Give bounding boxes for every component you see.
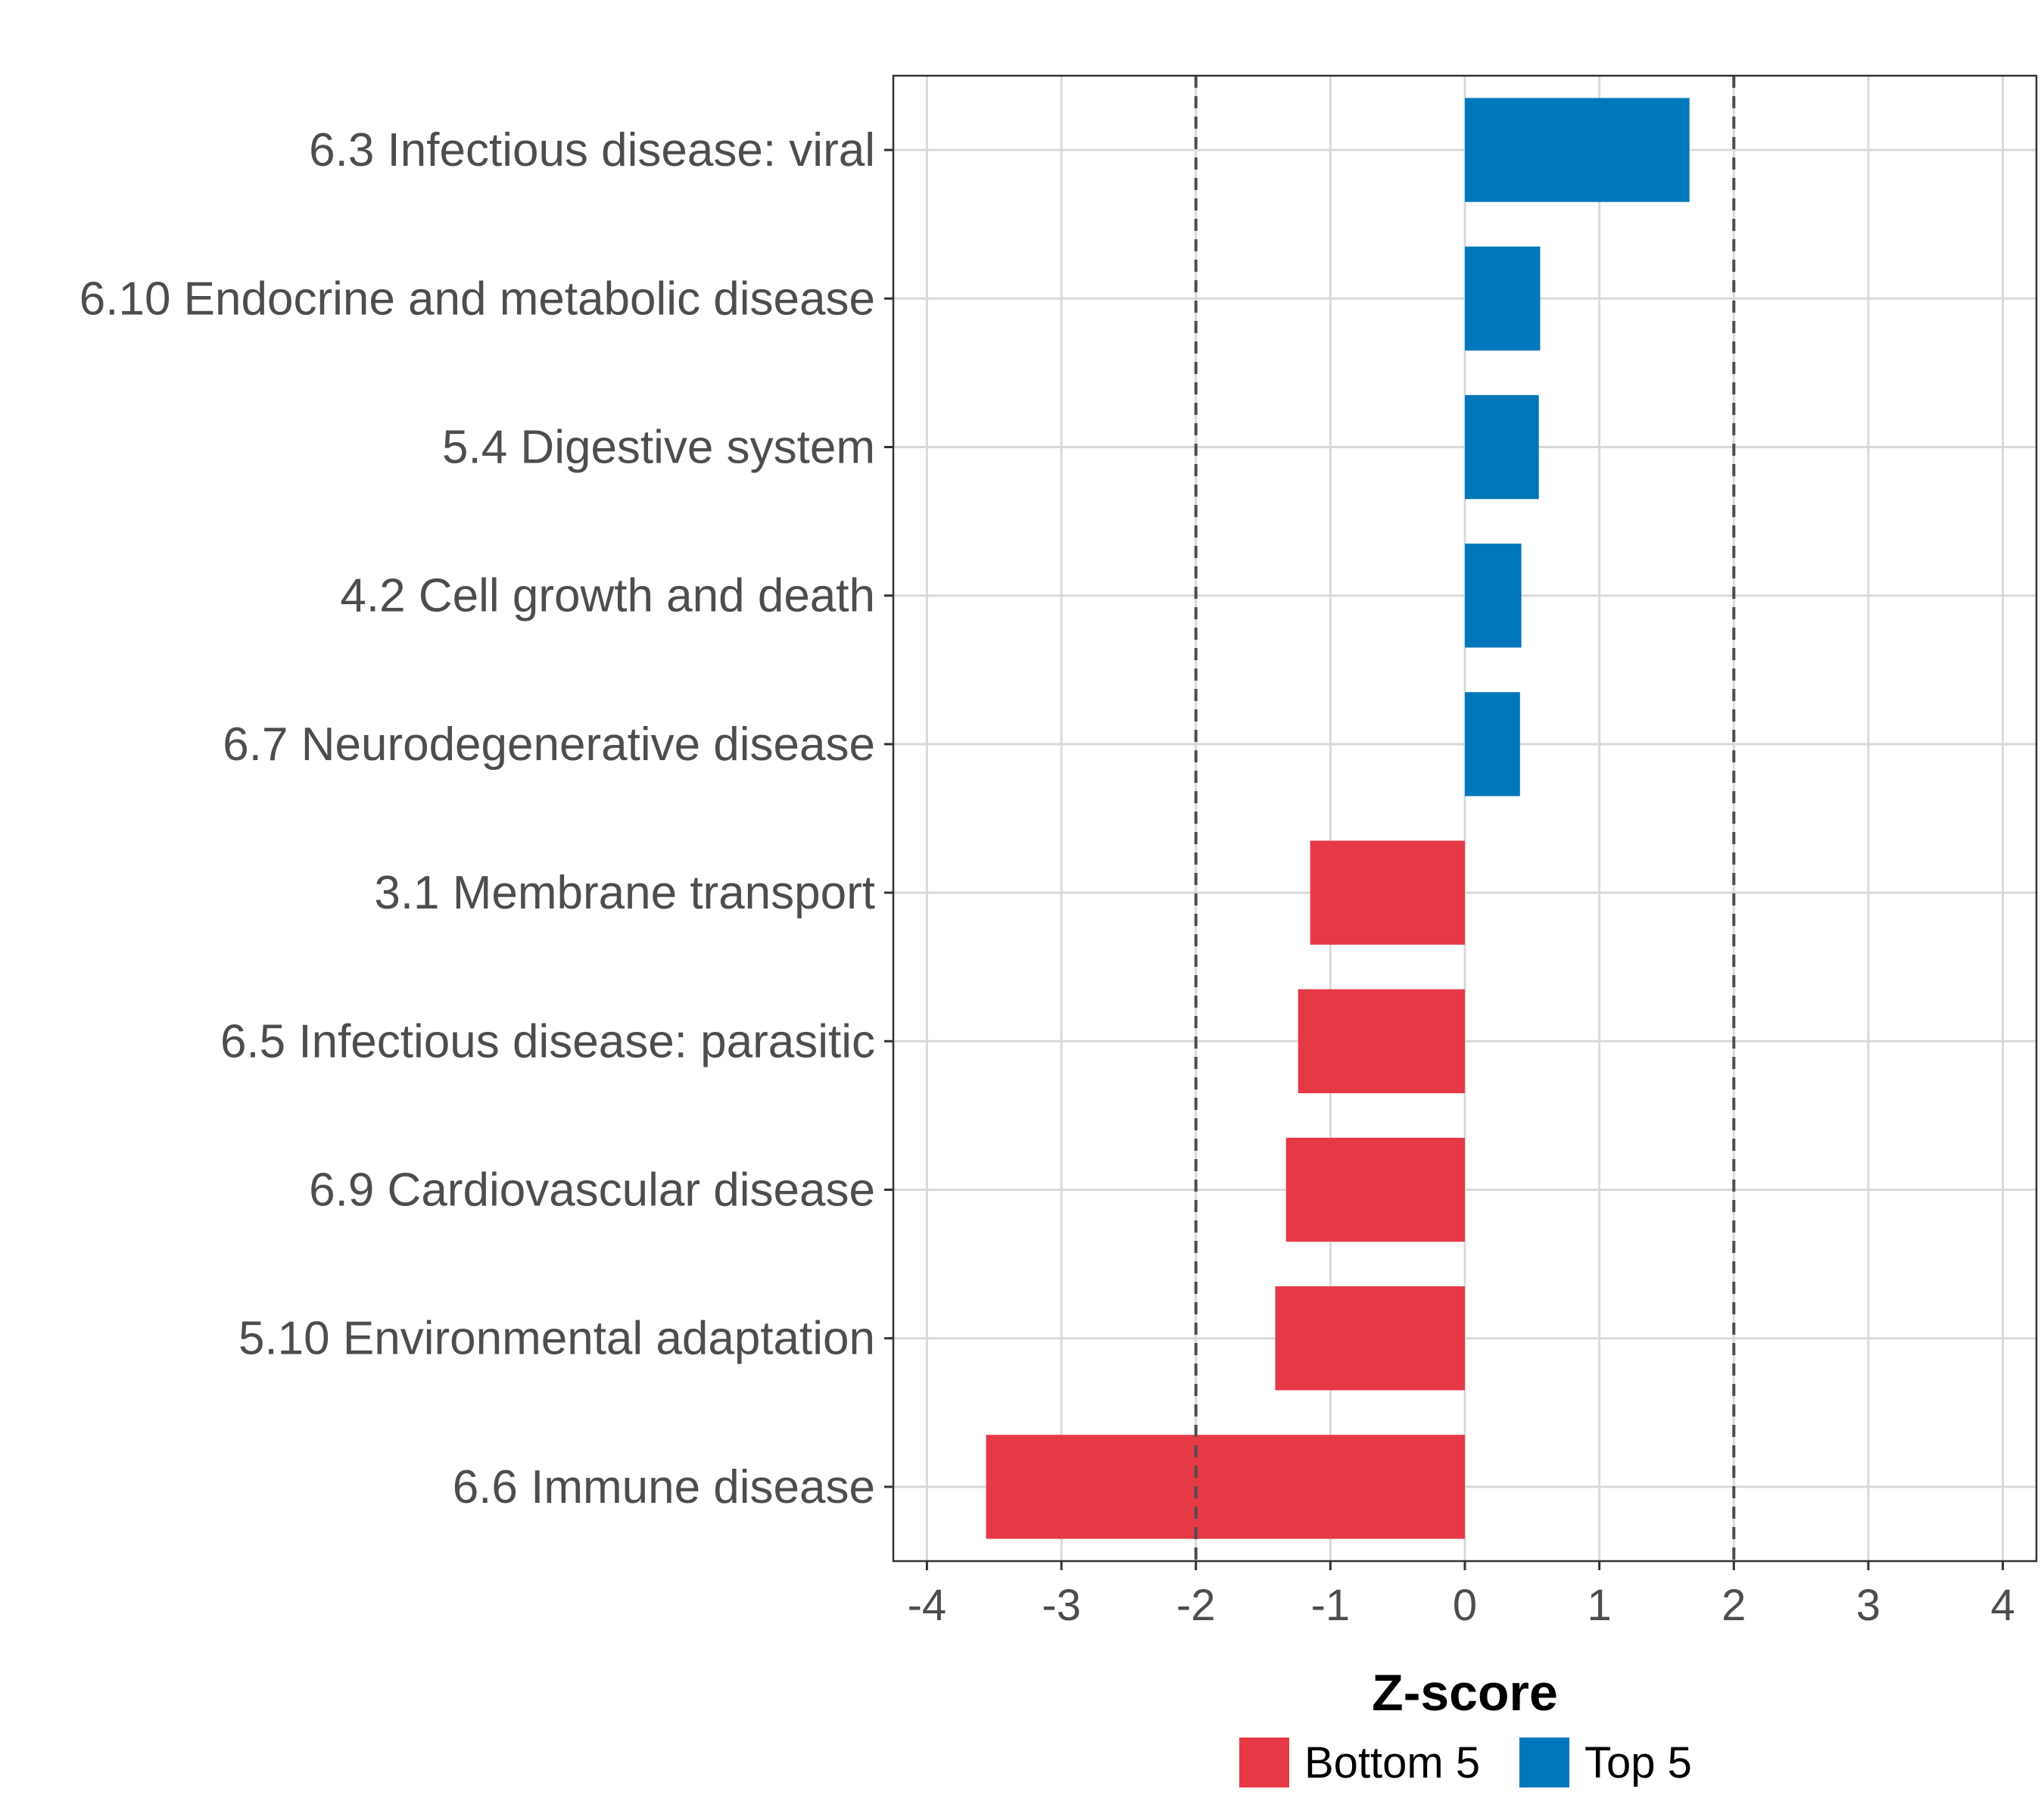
category-label: 6.7 Neurodegenerative disease	[223, 718, 875, 771]
x-tick-label: 2	[1722, 1581, 1746, 1630]
legend: Bottom 5 Top 5	[1239, 1738, 1692, 1787]
bar	[1285, 1137, 1465, 1242]
category-label: 6.6 Immune disease	[453, 1461, 875, 1513]
legend-label: Top 5	[1584, 1738, 1692, 1787]
bar	[1465, 394, 1539, 500]
legend-key	[1519, 1738, 1569, 1787]
category-label: 3.1 Membrane transport	[374, 867, 875, 919]
category-label: 6.5 Infectious disease: parasitic	[220, 1015, 875, 1067]
bar	[1310, 840, 1465, 945]
bar	[1465, 544, 1522, 648]
reference-lines	[1194, 76, 1736, 1561]
bar	[1465, 692, 1520, 796]
x-tick-label: 1	[1588, 1581, 1612, 1630]
legend-label: Bottom 5	[1304, 1738, 1480, 1787]
bar	[1275, 1286, 1465, 1391]
x-tick-label: -1	[1311, 1581, 1351, 1630]
category-label: 5.4 Digestive system	[442, 422, 875, 474]
category-label: 6.3 Infectious disease: viral	[309, 124, 875, 176]
category-label: 6.9 Cardiovascular disease	[309, 1164, 875, 1217]
bars	[986, 98, 1690, 1539]
x-axis-title: Z-score	[1372, 1664, 1558, 1722]
bar	[1298, 989, 1465, 1093]
x-tick-label: 3	[1856, 1581, 1880, 1630]
bar	[986, 1435, 1465, 1539]
x-tick-label: -4	[908, 1581, 947, 1630]
x-tick-label: 0	[1453, 1581, 1477, 1630]
x-tick-label: -2	[1176, 1581, 1216, 1630]
category-labels: 6.3 Infectious disease: viral 6.10 Endocr…	[79, 124, 875, 1513]
x-tick-label: 4	[1990, 1581, 2014, 1630]
bar	[1465, 98, 1690, 202]
x-tick-label: -3	[1042, 1581, 1081, 1630]
category-label: 5.10 Environmental adaptation	[238, 1313, 875, 1365]
bar	[1465, 246, 1541, 351]
legend-key	[1239, 1738, 1289, 1787]
x-tick-labels: -4 -3 -2 -1 0 1 2 3 4	[908, 1581, 2015, 1630]
category-label: 4.2 Cell growth and death	[340, 570, 875, 622]
axis-ticks	[884, 148, 2005, 1570]
category-label: 6.10 Endocrine and metabolic disease	[79, 273, 875, 325]
